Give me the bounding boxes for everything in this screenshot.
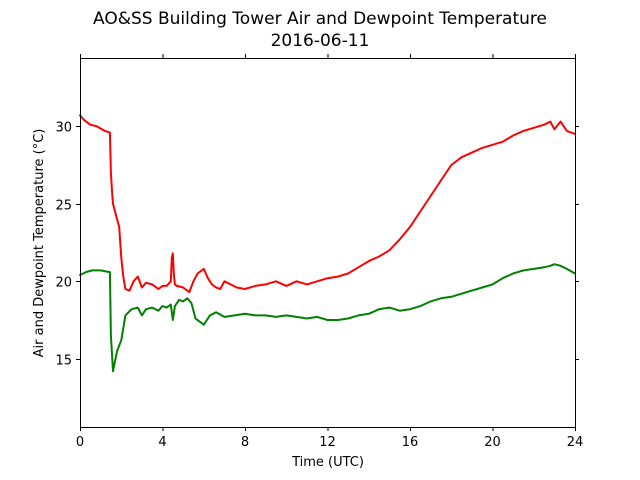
x-tick-label: 24 xyxy=(567,435,584,450)
y-tick-label: 20 xyxy=(55,276,72,291)
x-tick-label: 0 xyxy=(76,435,84,450)
x-tick-label: 4 xyxy=(158,435,166,450)
chart-subtitle: 2016-06-11 xyxy=(271,31,370,51)
y-tick-label: 15 xyxy=(55,354,72,369)
dewpoint-temperature-line xyxy=(79,263,576,373)
x-tick-label: 12 xyxy=(319,435,336,450)
tick-layer: 0 4 8 12 16 20 24 15 20 25 30 xyxy=(55,54,583,450)
air-temperature-line xyxy=(79,114,576,294)
x-tick-label: 16 xyxy=(402,435,419,450)
x-tick-label: 20 xyxy=(484,435,501,450)
series-layer xyxy=(79,114,576,373)
x-tick-label: 8 xyxy=(241,435,249,450)
chart-title: AO&SS Building Tower Air and Dewpoint Te… xyxy=(93,9,547,29)
plot-frame xyxy=(80,58,576,428)
y-axis-label: Air and Dewpoint Temperature (°C) xyxy=(32,129,47,358)
x-axis-label: Time (UTC) xyxy=(291,455,364,470)
y-tick-label: 25 xyxy=(55,199,72,214)
y-tick-label: 30 xyxy=(55,121,72,136)
